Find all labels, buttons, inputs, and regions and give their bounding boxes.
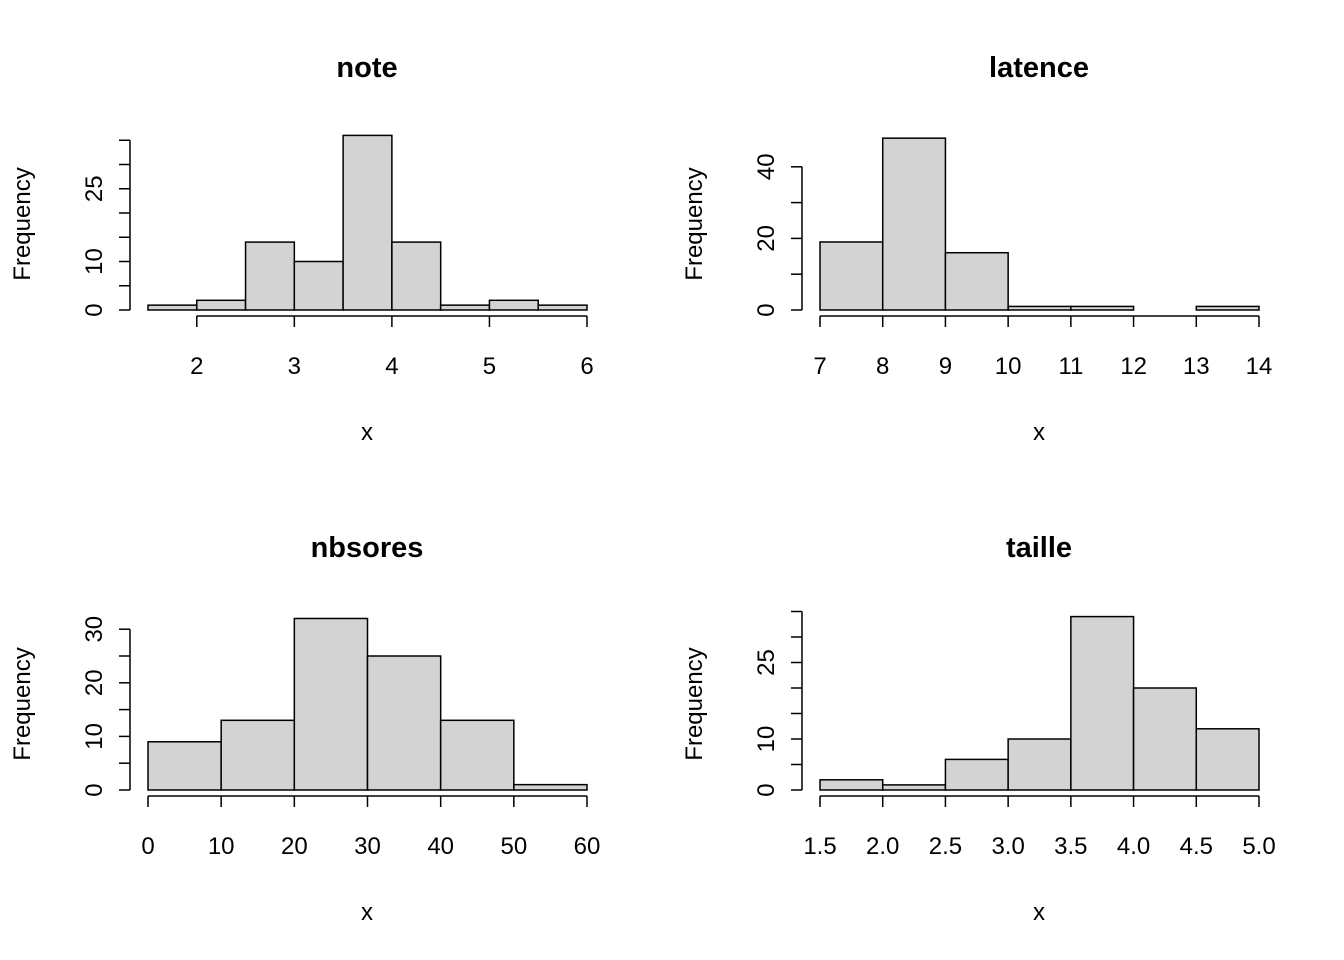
histogram-bar xyxy=(1132,687,1198,791)
histogram-bar xyxy=(439,719,515,791)
x-tick-label: 20 xyxy=(281,833,308,860)
x-tick-label: 7 xyxy=(813,353,826,380)
x-axis-label: x xyxy=(361,419,373,446)
y-tick-label: 20 xyxy=(753,225,780,252)
x-tick-label: 0 xyxy=(141,833,154,860)
histogram-bar xyxy=(819,779,884,791)
x-tick-label: 2 xyxy=(190,353,203,380)
y-axis-label: Frequency xyxy=(9,647,36,760)
y-tick-label: 25 xyxy=(81,175,108,202)
x-tick-label: 3.5 xyxy=(1054,833,1087,860)
histogram-nbsores: nbsores 0 10 20 30 40 50 60 0 10 20 30 x Frequency xyxy=(9,532,600,926)
x-tick-label: 60 xyxy=(574,833,601,860)
y-axis-label: Frequency xyxy=(681,167,708,280)
histogram-bar xyxy=(147,741,222,791)
y-tick-label: 0 xyxy=(753,303,780,316)
y-tick-label: 20 xyxy=(81,669,108,696)
x-axis-label: x xyxy=(1033,899,1045,926)
y-axis-label: Frequency xyxy=(681,647,708,760)
histogram-bar xyxy=(1070,305,1135,311)
histogram-bar xyxy=(513,783,588,791)
histogram-bar xyxy=(881,784,947,791)
x-tick-label: 4.0 xyxy=(1117,833,1150,860)
histogram-bar xyxy=(488,299,539,311)
x-tick-label: 8 xyxy=(876,353,889,380)
x-tick-label: 12 xyxy=(1120,353,1147,380)
y-tick-label: 0 xyxy=(81,783,108,796)
histogram-bar xyxy=(944,251,1009,311)
x-tick-label: 4 xyxy=(385,353,398,380)
histogram-bar xyxy=(342,134,393,311)
histogram-bar xyxy=(147,304,198,311)
y-tick-label: 10 xyxy=(81,248,108,275)
chart-title: note xyxy=(336,52,397,84)
histogram-bar xyxy=(293,260,344,311)
x-tick-label: 5 xyxy=(483,353,496,380)
y-tick-label: 0 xyxy=(753,783,780,796)
x-tick-label: 9 xyxy=(939,353,952,380)
x-tick-label: 40 xyxy=(427,833,454,860)
chart-title: taille xyxy=(1006,532,1072,564)
histogram-taille: taille 1.5 2.0 2.5 3.0 3.5 4.0 4.5 5.0 0 10 25 x Freq… xyxy=(681,532,1276,926)
histogram-bar xyxy=(944,758,1009,791)
x-tick-label: 4.5 xyxy=(1180,833,1213,860)
y-tick-label: 40 xyxy=(753,153,780,180)
x-tick-label: 5.0 xyxy=(1242,833,1275,860)
chart-title: latence xyxy=(989,52,1089,84)
histogram-bar xyxy=(1195,305,1260,311)
x-tick-label: 3 xyxy=(288,353,301,380)
histogram-bar xyxy=(1070,615,1135,791)
y-tick-label: 10 xyxy=(753,726,780,753)
histogram-bar xyxy=(439,304,491,311)
x-axis-label: x xyxy=(1033,419,1045,446)
x-tick-label: 3.0 xyxy=(991,833,1024,860)
x-axis-label: x xyxy=(361,899,373,926)
x-tick-label: 2.0 xyxy=(866,833,899,860)
histogram-latence: latence 7 8 9 10 11 12 13 14 0 20 40 x Frequency xyxy=(681,52,1272,446)
y-axis-label: Frequency xyxy=(9,167,36,280)
histogram-bar xyxy=(881,137,947,311)
histogram-note: note 2 3 4 5 6 0 10 25 x Frequency xyxy=(9,52,594,446)
histogram-bar xyxy=(366,655,442,791)
histogram-bar xyxy=(196,299,247,311)
histogram-bar xyxy=(1195,728,1260,791)
x-tick-label: 11 xyxy=(1058,353,1083,380)
y-tick-label: 0 xyxy=(81,303,108,316)
y-tick-label: 25 xyxy=(753,649,780,676)
x-tick-label: 30 xyxy=(354,833,381,860)
histogram-bar xyxy=(537,304,588,311)
histogram-bar xyxy=(391,241,442,311)
x-tick-label: 10 xyxy=(995,353,1022,380)
histogram-bar xyxy=(819,241,884,311)
histogram-bar xyxy=(1007,305,1072,311)
x-tick-label: 2.5 xyxy=(929,833,962,860)
x-tick-label: 14 xyxy=(1246,353,1273,380)
x-tick-label: 50 xyxy=(500,833,527,860)
histogram-bar xyxy=(244,241,296,311)
histogram-bar xyxy=(1007,738,1072,791)
y-tick-label: 10 xyxy=(81,723,108,750)
x-tick-label: 13 xyxy=(1183,353,1210,380)
histogram-bar xyxy=(293,617,369,791)
x-tick-label: 6 xyxy=(580,353,593,380)
x-tick-label: 1.5 xyxy=(803,833,836,860)
x-tick-label: 10 xyxy=(208,833,235,860)
y-tick-label: 30 xyxy=(81,616,108,643)
histogram-bar xyxy=(220,719,296,791)
chart-title: nbsores xyxy=(311,532,424,564)
